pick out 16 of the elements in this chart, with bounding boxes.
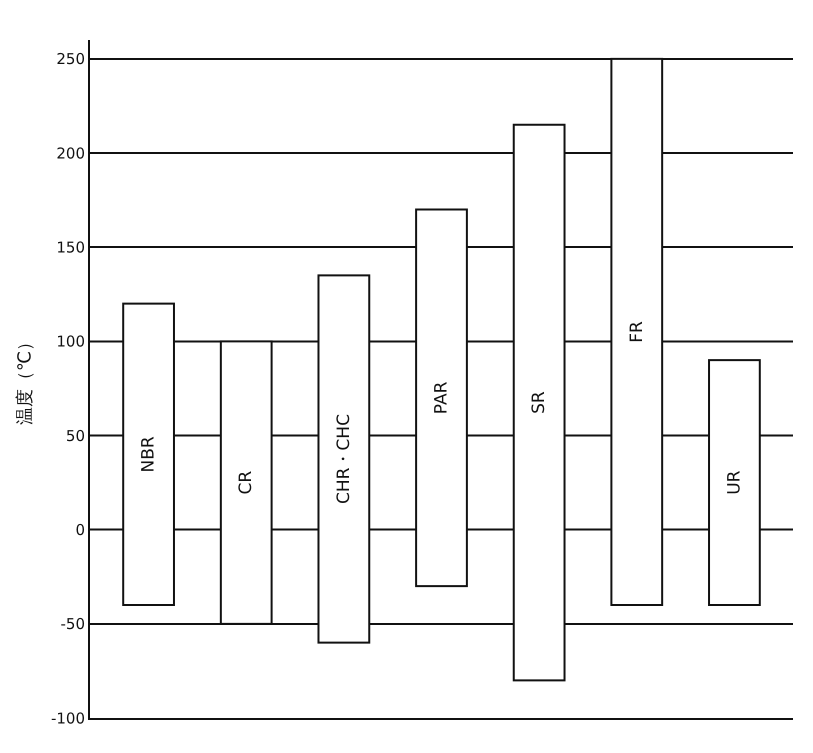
x-tick-label: UR bbox=[724, 470, 744, 495]
x-tick-label: PAR bbox=[432, 381, 452, 414]
x-tick-label: CHR・CHC bbox=[334, 414, 354, 504]
y-axis-title: 温度（℃） bbox=[14, 332, 36, 426]
y-tick-label: -50 bbox=[60, 615, 85, 634]
x-tick-label: FR bbox=[626, 321, 647, 343]
x-tick-label: CR bbox=[236, 470, 256, 495]
y-tick-label: 0 bbox=[75, 520, 85, 539]
y-tick-label: 100 bbox=[56, 332, 85, 351]
x-tick-label: NBR bbox=[138, 436, 159, 473]
y-tick-label: 250 bbox=[56, 50, 85, 68]
x-tick-label: SR bbox=[529, 391, 550, 414]
y-tick-label: -100 bbox=[50, 709, 85, 728]
y-tick-label: 150 bbox=[56, 238, 85, 256]
y-tick-label: 200 bbox=[56, 144, 85, 162]
y-tick-label: 50 bbox=[66, 426, 85, 445]
